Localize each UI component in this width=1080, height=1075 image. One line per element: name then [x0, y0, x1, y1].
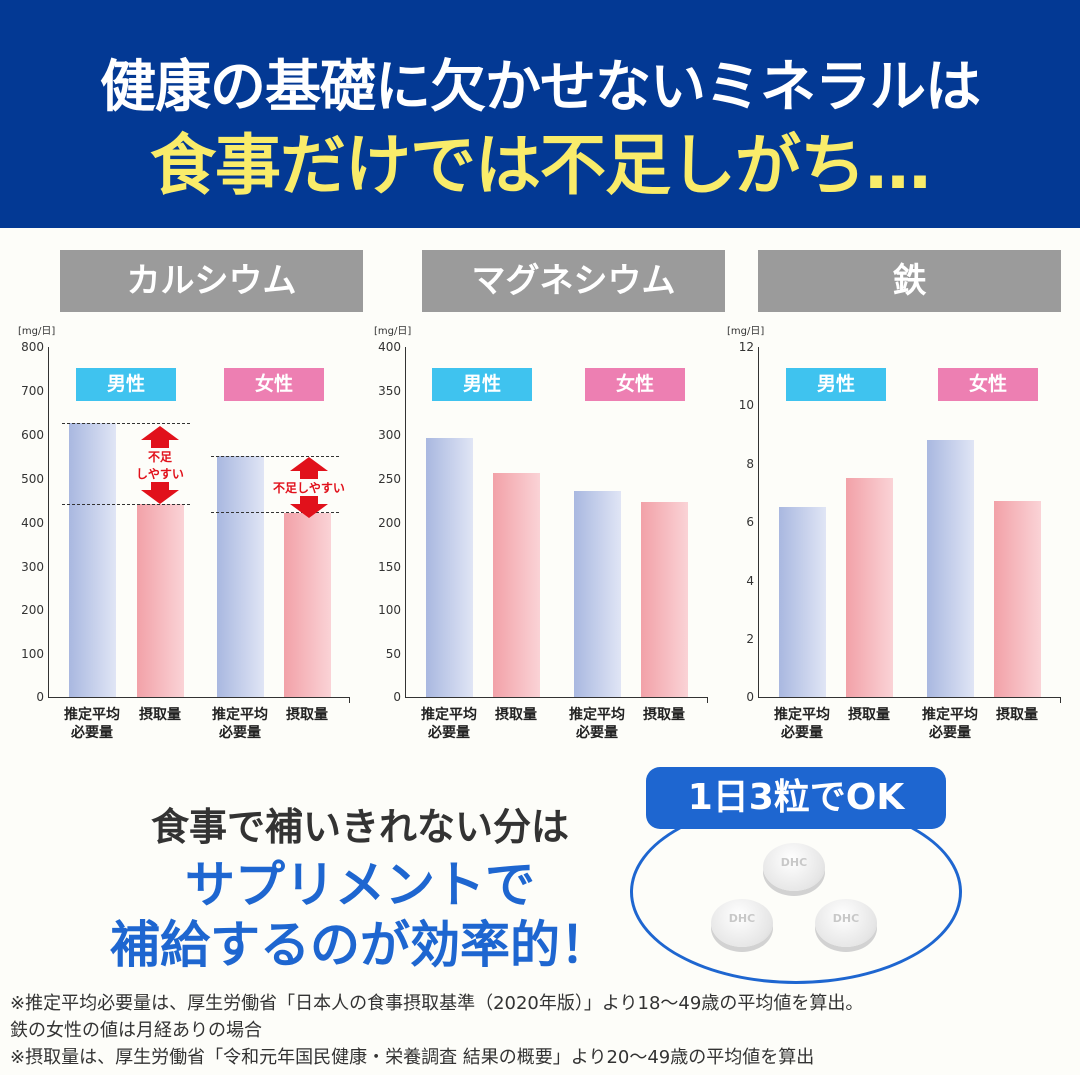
arrow-up-icon: [141, 426, 179, 440]
arrow-down-icon: [290, 504, 328, 518]
y-tick: 300: [378, 428, 401, 442]
dose-badge: 1日3粒でOK: [646, 767, 946, 829]
y-tick: 10: [738, 398, 754, 412]
bar-female-ear: [927, 440, 974, 697]
shortfall-label: 不足しやすい: [273, 481, 345, 495]
bar-female-intake: [284, 513, 331, 697]
xlabel-male-ear: 推定平均 必要量: [421, 707, 477, 741]
y-axis: [48, 347, 49, 698]
y-tick: 200: [378, 516, 401, 530]
y-tick: 600: [21, 428, 44, 442]
unit-label: [mg/日]: [374, 326, 412, 337]
xlabel-male-ear: 推定平均 必要量: [64, 707, 120, 741]
legend-male: 男性: [432, 368, 532, 401]
y-tick: 800: [21, 340, 44, 354]
y-tick: 100: [378, 603, 401, 617]
footnote: ※摂取量は、厚生労働省「令和元年国民健康・栄養調査 結果の概要」より20〜49歳…: [10, 1047, 815, 1068]
y-axis: [405, 347, 406, 698]
bar-male-intake: [846, 478, 893, 697]
bar-female-intake: [994, 501, 1041, 697]
x-axis: [405, 697, 708, 703]
y-tick: 0: [393, 690, 401, 704]
legend-female: 女性: [938, 368, 1038, 401]
xlabel-female-ear: 推定平均 必要量: [212, 707, 268, 741]
pill-icon: DHC: [763, 843, 825, 891]
y-tick: 0: [746, 690, 754, 704]
y-tick: 50: [385, 647, 401, 661]
xlabel-male-intake: 摂取量: [495, 707, 537, 723]
dashed-line: [211, 456, 339, 457]
x-axis: [48, 697, 350, 703]
bar-female-intake: [641, 502, 688, 697]
arrow-up-icon: [290, 457, 328, 471]
pill-icon: DHC: [711, 899, 773, 947]
calcium-title: カルシウム: [60, 250, 363, 312]
dashed-line: [211, 512, 339, 513]
xlabel-female-intake: 摂取量: [286, 707, 328, 723]
headline-line2: 食事だけでは不足しがち…: [150, 127, 931, 204]
y-tick: 12: [738, 340, 754, 354]
y-tick: 250: [378, 472, 401, 486]
arrow-down-icon: [141, 490, 179, 504]
y-tick: 2: [746, 632, 754, 646]
shortfall-arrow-female: 不足しやすい: [264, 457, 354, 518]
legend-male: 男性: [786, 368, 886, 401]
legend-female: 女性: [585, 368, 685, 401]
bar-male-intake: [137, 504, 184, 697]
y-tick: 400: [21, 516, 44, 530]
xlabel-female-ear: 推定平均 必要量: [922, 707, 978, 741]
shortfall-label: しやすい: [136, 467, 184, 481]
xlabel-female-intake: 摂取量: [643, 707, 685, 723]
dashed-line: [62, 504, 190, 505]
message-line3: 補給するのが効率的！: [110, 916, 610, 974]
xlabel-male-intake: 摂取量: [139, 707, 181, 723]
pill-icon: DHC: [815, 899, 877, 947]
bar-male-ear: [426, 438, 473, 697]
y-tick: 700: [21, 384, 44, 398]
iron-title: 鉄: [758, 250, 1061, 312]
legend-male: 男性: [76, 368, 176, 401]
y-tick: 350: [378, 384, 401, 398]
xlabel-female-intake: 摂取量: [996, 707, 1038, 723]
y-tick: 200: [21, 603, 44, 617]
y-tick: 300: [21, 560, 44, 574]
xlabel-male-ear: 推定平均 必要量: [774, 707, 830, 741]
y-tick: 0: [36, 690, 44, 704]
bar-male-intake: [493, 473, 540, 697]
xlabel-male-intake: 摂取量: [848, 707, 890, 723]
calcium-chart: [mg/日] 800 700 600 500 400 300 200 100 0…: [0, 320, 360, 750]
y-axis: [758, 347, 759, 698]
bar-male-ear: [779, 507, 826, 697]
iron-chart: [mg/日] 12 10 8 6 4 2 0 男性 女性 推定平均 必要量 摂取量…: [720, 320, 1080, 750]
y-tick: 100: [21, 647, 44, 661]
bar-female-ear: [217, 456, 264, 697]
dashed-line: [62, 423, 190, 424]
footnote: ※推定平均必要量は、厚生労働省「日本人の食事摂取基準（2020年版）」より18〜…: [10, 993, 864, 1014]
headline-line1: 健康の基礎に欠かせないミネラルは: [100, 55, 981, 120]
unit-label: [mg/日]: [18, 326, 56, 337]
y-tick: 8: [746, 457, 754, 471]
y-tick: 150: [378, 560, 401, 574]
footnote: 鉄の女性の値は月経ありの場合: [10, 1020, 262, 1041]
magnesium-title: マグネシウム: [422, 250, 725, 312]
bar-female-ear: [574, 491, 621, 697]
xlabel-female-ear: 推定平均 必要量: [569, 707, 625, 741]
bar-male-ear: [69, 423, 116, 697]
y-tick: 400: [378, 340, 401, 354]
shortfall-arrow-male: 不足 しやすい: [130, 426, 190, 504]
y-tick: 6: [746, 515, 754, 529]
shortfall-label: 不足: [147, 450, 172, 464]
message-line2: サプリメントで: [185, 856, 535, 914]
message-line1: 食事で補いきれない分は: [150, 805, 569, 849]
y-tick: 4: [746, 574, 754, 588]
y-tick: 500: [21, 472, 44, 486]
footnotes: ※推定平均必要量は、厚生労働省「日本人の食事摂取基準（2020年版）」より18〜…: [10, 990, 863, 1071]
magnesium-chart: [mg/日] 400 350 300 250 200 150 100 50 0 …: [360, 320, 720, 750]
unit-label: [mg/日]: [727, 326, 765, 337]
legend-female: 女性: [224, 368, 324, 401]
header-banner: 健康の基礎に欠かせないミネラルは 食事だけでは不足しがち…: [0, 0, 1080, 228]
x-axis: [758, 697, 1061, 703]
